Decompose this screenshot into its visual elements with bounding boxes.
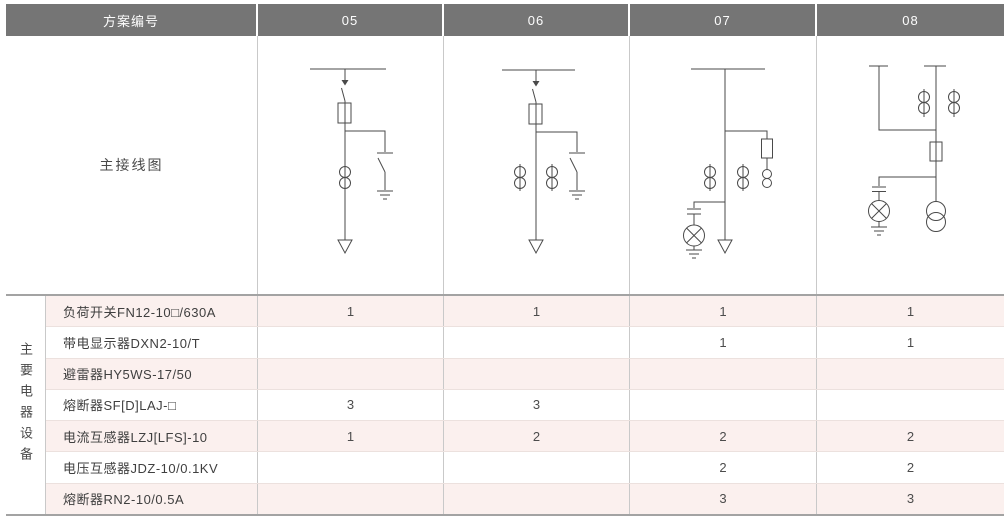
equipment-name: 熔断器SF[D]LAJ-□ [46, 389, 258, 421]
equipment-section: 主要电器设备 负荷开关FN12-10□/630A 1 1 1 1 带电显示器DX… [6, 294, 1004, 516]
qty-scheme-06: 1 [444, 296, 630, 327]
qty-scheme-08: 1 [906, 334, 915, 350]
equipment-name: 避雷器HY5WS-17/50 [46, 358, 258, 389]
current-transformer-icon [737, 164, 749, 191]
earthing-switch-icon [345, 130, 393, 200]
table-row: 带电显示器DXN2-10/T 1 1 [46, 327, 1004, 359]
main-wiring-diagram-label: 主接线图 [6, 36, 258, 294]
live-display-icon [683, 201, 725, 259]
equipment-group-label: 主要电器设备 [18, 342, 33, 468]
equipment-name: 电流互感器LZJ[LFS]-10 [46, 421, 258, 452]
scheme-05-diagram-cell [258, 36, 444, 294]
qty-scheme-05 [258, 327, 444, 358]
qty-scheme-06 [444, 327, 630, 358]
load-switch-icon [532, 88, 537, 103]
qty-scheme-06 [444, 358, 630, 389]
qty-scheme-05: 3 [258, 389, 444, 421]
qty-scheme-08: 1 [906, 303, 915, 319]
current-transformer-icon [918, 89, 930, 117]
qty-scheme-05 [258, 452, 444, 483]
scheme-07-single-line-diagram [683, 68, 773, 259]
current-transformer-icon [546, 164, 558, 191]
equipment-group-cell: 主要电器设备 [6, 296, 46, 514]
qty-scheme-07 [630, 389, 817, 421]
plug-connector-icon [341, 69, 349, 86]
qty-scheme-07: 3 [630, 483, 817, 514]
scheme-08-diagram-cell [817, 36, 1004, 294]
table-row: 避雷器HY5WS-17/50 [46, 358, 1004, 390]
qty-scheme-08 [817, 359, 1004, 389]
fuse-icon [761, 138, 773, 159]
header-scheme-07: 07 [630, 4, 817, 36]
cable-terminal-icon [337, 239, 353, 255]
qty-scheme-08: 3 [906, 491, 915, 507]
scheme-06-diagram-cell [444, 36, 630, 294]
qty-scheme-07 [630, 358, 817, 389]
qty-scheme-06 [444, 483, 630, 514]
qty-scheme-05 [258, 358, 444, 389]
table-row: 负荷开关FN12-10□/630A 1 1 1 1 [46, 296, 1004, 328]
qty-scheme-05 [258, 483, 444, 514]
qty-scheme-06: 3 [444, 389, 630, 421]
qty-scheme-06 [444, 452, 630, 483]
voltage-transformer-icon [926, 201, 946, 232]
qty-scheme-08: 2 [906, 428, 915, 444]
qty-scheme-07: 2 [630, 421, 817, 452]
header-scheme-08: 08 [817, 4, 1004, 36]
header-scheme-05: 05 [258, 4, 444, 36]
qty-scheme-08 [817, 390, 1004, 420]
qty-scheme-05: 1 [258, 296, 444, 327]
current-transformer-icon [704, 164, 716, 191]
table-row: 电压互感器JDZ-10/0.1KV 2 2 [46, 452, 1004, 484]
cable-terminal-icon [528, 239, 544, 255]
current-transformer-icon [514, 164, 526, 191]
equipment-name: 熔断器RN2-10/0.5A [46, 483, 258, 514]
load-switch-icon [341, 87, 346, 102]
scheme-08-single-line-diagram [868, 65, 960, 236]
qty-scheme-08: 2 [906, 460, 915, 476]
current-transformer-icon [339, 166, 351, 189]
qty-scheme-07: 1 [630, 327, 817, 358]
equipment-name: 电压互感器JDZ-10/0.1KV [46, 452, 258, 483]
cable-terminal-icon [717, 239, 733, 255]
qty-scheme-07: 2 [630, 452, 817, 483]
qty-scheme-07: 1 [630, 296, 817, 327]
equipment-rows: 负荷开关FN12-10□/630A 1 1 1 1 带电显示器DXN2-10/T… [46, 296, 1004, 514]
equipment-name: 带电显示器DXN2-10/T [46, 327, 258, 358]
fuse-icon [929, 141, 943, 162]
header-scheme-number-label: 方案编号 [6, 4, 258, 36]
current-transformer-icon [948, 89, 960, 117]
table-row: 熔断器SF[D]LAJ-□ 3 3 [46, 389, 1004, 422]
live-display-icon [868, 176, 936, 236]
scheme-table: 方案编号 05 06 07 08 主接线图 [6, 4, 1004, 516]
scheme-07-diagram-cell [630, 36, 817, 294]
table-row: 熔断器RN2-10/0.5A 3 3 [46, 483, 1004, 514]
qty-scheme-05: 1 [258, 421, 444, 452]
pt-fuse-branch [725, 130, 773, 188]
table-row: 电流互感器LZJ[LFS]-10 1 2 2 2 [46, 421, 1004, 453]
table-header-row: 方案编号 05 06 07 08 [6, 4, 1004, 36]
feeder-line [878, 66, 937, 202]
main-wiring-diagram-row: 主接线图 [6, 36, 1004, 294]
header-scheme-06: 06 [444, 4, 630, 36]
scheme-05-single-line-diagram [310, 68, 393, 255]
equipment-name: 负荷开关FN12-10□/630A [46, 296, 258, 327]
plug-connector-icon [532, 70, 540, 87]
qty-scheme-06: 2 [444, 421, 630, 452]
scheme-06-single-line-diagram [502, 69, 585, 255]
earthing-switch-icon [536, 131, 585, 200]
